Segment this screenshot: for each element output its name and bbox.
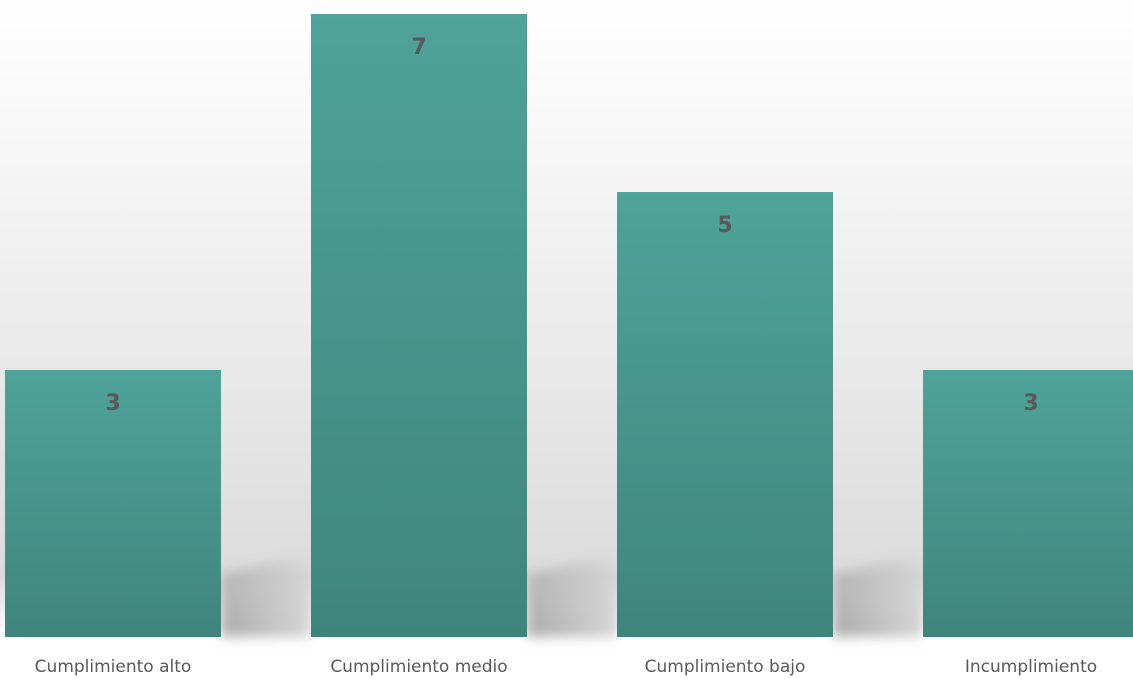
bar-shadow [527, 554, 617, 637]
bar-incumplimiento [923, 370, 1133, 637]
bar-shadow [833, 554, 923, 637]
category-labels-group: Cumplimiento alto Cumplimiento medio Cumpl… [35, 657, 1097, 677]
data-label-cumplimiento-alto: 3 [105, 391, 120, 416]
bar-shadow [221, 554, 311, 637]
category-label-cumplimiento-alto: Cumplimiento alto [35, 657, 192, 677]
bar-cumplimiento-alto [5, 370, 221, 637]
data-labels-group: 3 7 5 3 [105, 35, 1038, 416]
category-label-incumplimiento: Incumplimiento [965, 657, 1097, 677]
bar-shadows [221, 554, 923, 637]
bar-cumplimiento-bajo [617, 192, 833, 637]
data-label-cumplimiento-medio: 7 [411, 35, 426, 60]
bar-cumplimiento-medio [311, 14, 527, 637]
data-label-cumplimiento-bajo: 5 [717, 213, 732, 238]
bars-group [5, 14, 1133, 637]
data-label-incumplimiento: 3 [1023, 391, 1038, 416]
category-label-cumplimiento-bajo: Cumplimiento bajo [645, 657, 806, 677]
category-label-cumplimiento-medio: Cumplimiento medio [330, 657, 507, 677]
